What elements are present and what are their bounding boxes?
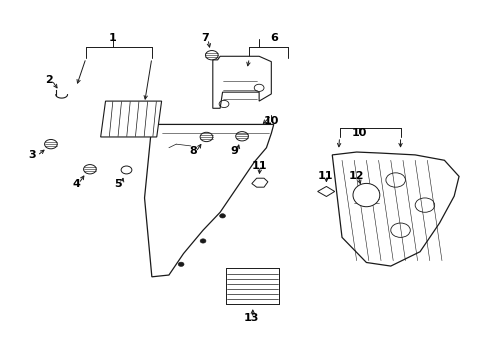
Text: 6: 6 — [269, 33, 277, 43]
Text: 5: 5 — [114, 179, 122, 189]
Circle shape — [200, 239, 205, 243]
Text: 11: 11 — [317, 171, 332, 181]
Polygon shape — [331, 152, 458, 266]
Circle shape — [219, 214, 225, 218]
Text: 11: 11 — [251, 161, 266, 171]
Polygon shape — [317, 186, 334, 197]
Text: 2: 2 — [45, 75, 53, 85]
Ellipse shape — [352, 183, 379, 207]
Text: 13: 13 — [244, 313, 259, 323]
Polygon shape — [101, 101, 161, 137]
Polygon shape — [212, 56, 271, 108]
Text: 10: 10 — [263, 116, 279, 126]
Text: 9: 9 — [230, 146, 238, 156]
Text: 7: 7 — [201, 33, 209, 43]
Polygon shape — [251, 178, 267, 187]
Text: 12: 12 — [348, 171, 364, 181]
Circle shape — [178, 262, 183, 266]
Text: 10: 10 — [351, 129, 366, 138]
Text: 4: 4 — [72, 179, 80, 189]
Polygon shape — [144, 125, 273, 277]
Text: 8: 8 — [189, 146, 197, 156]
Text: 1: 1 — [109, 33, 117, 43]
Text: 3: 3 — [28, 150, 36, 160]
